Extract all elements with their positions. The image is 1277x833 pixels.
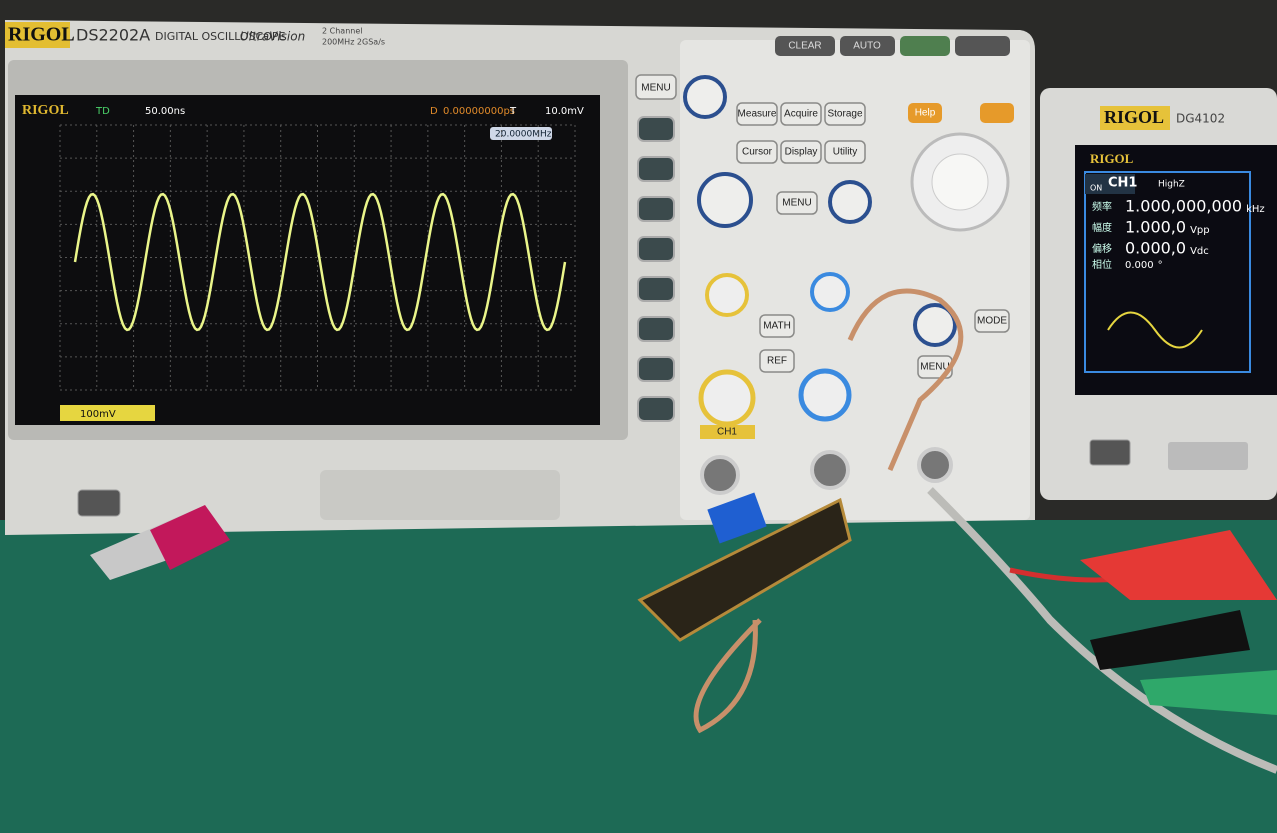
menu-button-label: Acquire (784, 109, 818, 120)
bnc-ch2 (812, 452, 848, 488)
side-button[interactable] (638, 117, 674, 141)
mode-label: MODE (977, 316, 1007, 327)
auto-label: AUTO (853, 41, 881, 52)
generator-power (1090, 440, 1130, 465)
scope-series: UltraVision (240, 30, 305, 44)
generator-state: ON (1090, 184, 1102, 193)
row-value: 1.000,000,000 (1125, 197, 1242, 216)
help-label: Help (915, 108, 936, 119)
delay-label: D (430, 106, 438, 117)
side-button[interactable] (638, 357, 674, 381)
multi-knob-cap (932, 154, 988, 210)
generator-usb (1168, 442, 1248, 470)
generator-impedance: HighZ (1158, 180, 1185, 190)
row-unit: Vdc (1190, 246, 1209, 257)
menu-button-label: Display (785, 147, 818, 158)
menu-button-label: Storage (827, 109, 862, 120)
menu-button-label: Cursor (742, 147, 773, 158)
row-unit: ° (1158, 260, 1163, 271)
ch1-scale-knob[interactable] (701, 372, 753, 424)
scope-screen (15, 95, 600, 425)
bnc-ch1 (702, 457, 738, 493)
knob[interactable] (830, 182, 870, 222)
menu-button-label: Utility (833, 147, 857, 158)
side-menu-label: MENU (641, 83, 670, 94)
channel-label: CH1 (717, 427, 737, 438)
ch2-position-knob[interactable] (812, 274, 848, 310)
print-button[interactable] (980, 103, 1014, 123)
trigger-level: 10.0mV (545, 106, 584, 117)
row-label: 相位 (1092, 258, 1112, 271)
math-label: MATH (763, 321, 791, 332)
power-button[interactable] (78, 490, 120, 516)
row-unit: kHz (1246, 204, 1265, 215)
scope-brand: RIGOL (8, 24, 75, 46)
ch1-position-knob[interactable] (707, 275, 747, 315)
scope-channels: 2 Channel (322, 27, 362, 36)
mat (0, 520, 1277, 833)
side-button[interactable] (638, 317, 674, 341)
menu-button-label: Measure (738, 109, 777, 120)
trigger-label: T (509, 106, 517, 117)
knob[interactable] (699, 174, 751, 226)
single-button[interactable] (955, 36, 1010, 56)
scope-model: DS2202A (76, 26, 150, 45)
scope-spec: 200MHz 2GSa/s (322, 38, 385, 47)
side-button[interactable] (638, 397, 674, 421)
ch2-scale-knob[interactable] (801, 371, 849, 419)
screen-mode: TD (95, 106, 110, 117)
delay: 0.00000000ps (443, 106, 515, 117)
timebase: 50.00ns (145, 106, 185, 117)
run-button[interactable] (900, 36, 950, 56)
row-label: 偏移 (1092, 242, 1112, 255)
ref-label: REF (767, 356, 787, 367)
row-unit: Vpp (1190, 225, 1210, 236)
frequency: 20.0000MHz (495, 130, 552, 140)
row-label: 幅度 (1092, 221, 1112, 234)
generator-brand: RIGOL (1104, 107, 1164, 127)
side-button[interactable] (638, 277, 674, 301)
front-plate (320, 470, 560, 520)
generator-screen-brand: RIGOL (1090, 151, 1134, 166)
generator-model: DG4102 (1176, 112, 1225, 126)
scene: RIGOL DG4102 RIGOL ON CH1 HighZ 频率 1.000,… (0, 0, 1277, 833)
side-button[interactable] (638, 237, 674, 261)
generator-channel: CH1 (1108, 176, 1137, 191)
side-button[interactable] (638, 197, 674, 221)
bnc-ext (919, 449, 951, 481)
row-value: 0.000 (1125, 260, 1154, 271)
side-button[interactable] (638, 157, 674, 181)
row-label: 频率 (1092, 200, 1112, 213)
ch1-scale: 100mV (80, 409, 116, 420)
screen-brand: RIGOL (22, 103, 69, 118)
horizontal-menu-label: MENU (782, 198, 811, 209)
row-value: 0.000,0 (1125, 239, 1186, 258)
clear-label: CLEAR (788, 41, 821, 52)
row-value: 1.000,0 (1125, 218, 1186, 237)
knob[interactable] (685, 77, 725, 117)
